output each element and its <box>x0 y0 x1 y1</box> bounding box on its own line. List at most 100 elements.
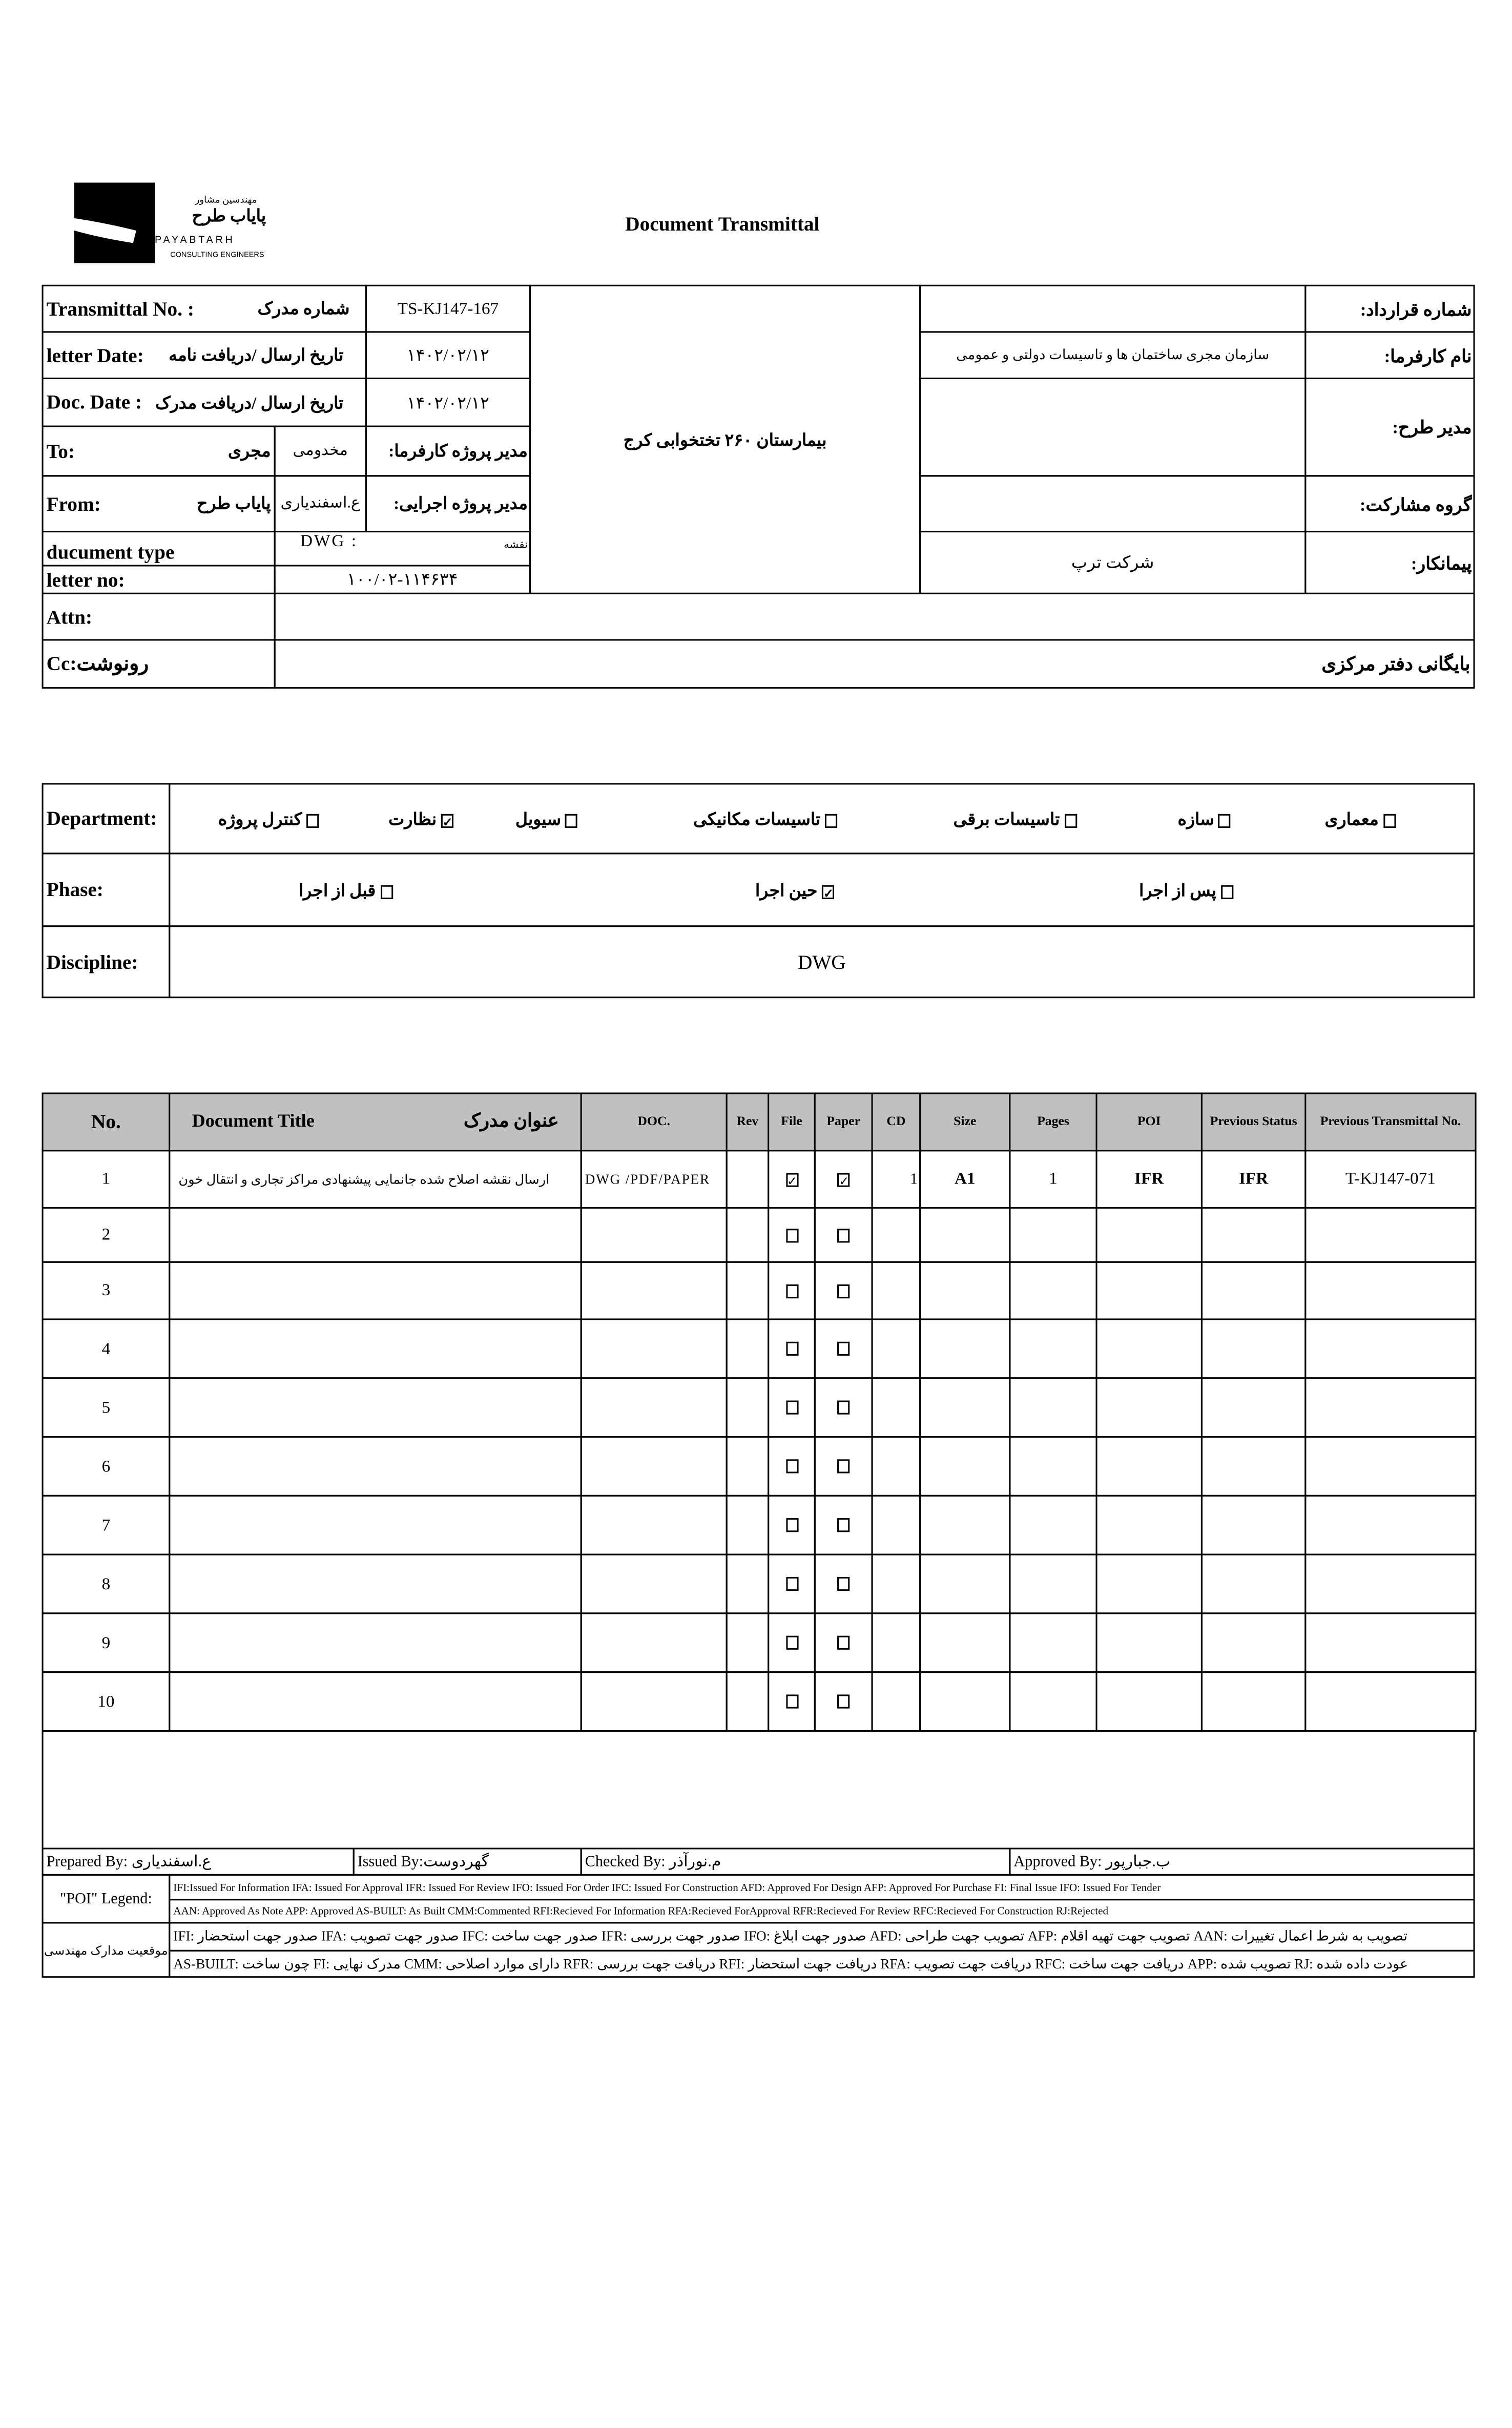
letter-no-label: letter no: <box>46 567 125 591</box>
column-header-pages: Pages <box>1009 1092 1097 1152</box>
department-option[interactable]: معماری <box>1325 810 1405 829</box>
cell-no: 9 <box>42 1612 171 1673</box>
phase-option[interactable]: حین اجرا ✓ <box>755 881 835 901</box>
department-option[interactable]: تاسیسات مکانیکی <box>693 810 846 829</box>
phase-label: Phase: <box>46 877 103 901</box>
cell-rev <box>726 1207 770 1263</box>
cell-size <box>919 1207 1011 1263</box>
contract-no-label: شماره قرارداد: <box>1304 284 1475 333</box>
to-cell: To: مجری <box>42 425 276 477</box>
cell-title <box>169 1671 582 1732</box>
cell-size <box>919 1377 1011 1438</box>
department-option[interactable]: کنترل پروژه <box>218 810 328 829</box>
cell-doc <box>580 1612 728 1673</box>
paper-checkbox-icon[interactable] <box>837 1228 850 1242</box>
cell-prev-status <box>1200 1207 1307 1263</box>
cell-rev <box>726 1318 770 1379</box>
paper-checkbox-icon[interactable] <box>837 1635 850 1650</box>
from-role-label: مدیر پروژه اجرایی: <box>365 475 531 533</box>
cell-poi <box>1095 1261 1203 1320</box>
cell-cd <box>871 1671 921 1732</box>
doc-date: ۱۴۰۲/۰۲/۱۲ <box>365 378 531 427</box>
paper-checkbox-icon[interactable] <box>837 1518 850 1532</box>
to-name: مخدومی <box>274 425 367 477</box>
checkbox-icon[interactable] <box>1064 814 1076 828</box>
file-checkbox-icon[interactable] <box>785 1518 798 1532</box>
cell-no: 8 <box>42 1553 171 1614</box>
company-logo: مهندسین مشاور پایاب طرح PAYABTARH CONSUL… <box>74 182 276 267</box>
department-option-label: معماری <box>1324 811 1379 829</box>
paper-checkbox-icon[interactable] <box>837 1459 850 1474</box>
attn-label-cell: Attn: <box>42 592 276 641</box>
cell-no: 10 <box>42 1671 171 1732</box>
checkbox-icon[interactable] <box>306 814 319 828</box>
column-header-size: Size <box>919 1092 1011 1152</box>
file-checkbox-icon[interactable] <box>785 1694 798 1709</box>
cell-pages <box>1009 1495 1097 1555</box>
paper-checkbox-icon[interactable] <box>837 1283 850 1298</box>
checkbox-icon[interactable]: ✓ <box>821 885 835 901</box>
cell-no: 7 <box>42 1495 171 1555</box>
department-option-label: نظارت <box>388 811 437 829</box>
file-checkbox-icon[interactable] <box>785 1400 798 1415</box>
column-header-title-en: Document Title <box>192 1110 315 1132</box>
department-option[interactable]: تاسیسات برقی <box>954 810 1086 829</box>
cell-doc <box>580 1377 728 1438</box>
cell-prev-status <box>1200 1436 1307 1497</box>
transmittal-label-cell: Transmittal No. : شماره مدرک <box>42 284 367 333</box>
phase-option[interactable]: قبل از اجرا <box>299 881 392 901</box>
cell-paper <box>814 1612 873 1673</box>
checkbox-icon[interactable] <box>1220 885 1233 899</box>
department-option[interactable]: نظارت ✓ <box>388 810 463 829</box>
prepared-by: Prepared By: ع.اسفندیاری <box>42 1848 355 1876</box>
file-checkbox-icon[interactable] <box>785 1228 798 1242</box>
cell-no: 2 <box>42 1207 171 1263</box>
cell-cd <box>871 1377 921 1438</box>
paper-checkbox-icon[interactable]: ✓ <box>837 1172 850 1188</box>
file-checkbox-icon[interactable] <box>785 1283 798 1298</box>
paper-checkbox-icon[interactable] <box>837 1400 850 1415</box>
file-checkbox-icon[interactable] <box>785 1576 798 1591</box>
department-option[interactable]: سیویل <box>515 810 587 829</box>
letter-date-label: letter Date: <box>46 343 144 366</box>
letter-date-label-cell: letter Date: تاریخ ارسال /دریافت نامه <box>42 331 367 380</box>
phase-option-label: قبل از اجرا <box>298 882 376 901</box>
paper-checkbox-icon[interactable] <box>837 1694 850 1709</box>
cell-pages <box>1009 1436 1097 1497</box>
cell-paper <box>814 1436 873 1497</box>
column-header-no: No. <box>42 1092 171 1152</box>
column-header-doc: DOC. <box>580 1092 728 1152</box>
paper-checkbox-icon[interactable] <box>837 1576 850 1591</box>
cell-rev <box>726 1553 770 1614</box>
transmittal-label: Transmittal No. : <box>46 296 194 320</box>
column-header-title: Document Title عنوان مدرک <box>169 1092 582 1152</box>
employer-label: نام کارفرما: <box>1304 331 1475 380</box>
paper-checkbox-icon[interactable] <box>837 1341 850 1356</box>
cell-title: ارسال نقشه اصلاح شده جانمایی پیشنهادی مر… <box>169 1150 582 1209</box>
cell-prev-transmittal <box>1304 1671 1477 1732</box>
checkbox-icon[interactable] <box>1218 814 1231 828</box>
project-name: بیمارستان ۲۶۰ تختخوابی کرج <box>529 284 921 594</box>
partner-group <box>919 475 1307 533</box>
file-checkbox-icon[interactable] <box>785 1459 798 1474</box>
file-checkbox-icon[interactable] <box>785 1341 798 1356</box>
checkbox-icon[interactable] <box>824 814 837 828</box>
cell-doc <box>580 1671 728 1732</box>
file-checkbox-icon[interactable]: ✓ <box>785 1172 798 1188</box>
checkbox-icon[interactable]: ✓ <box>441 814 453 829</box>
cell-paper <box>814 1671 873 1732</box>
cell-cd <box>871 1436 921 1497</box>
phase-option[interactable]: پس از اجرا <box>1139 881 1233 901</box>
file-checkbox-icon[interactable] <box>785 1635 798 1650</box>
phase-option-label: پس از اجرا <box>1139 882 1216 901</box>
logo-text-fa-small: مهندسین مشاور <box>195 196 257 206</box>
checkbox-icon[interactable] <box>380 885 392 899</box>
cell-file <box>768 1612 816 1673</box>
transmittal-label-fa: شماره مدرک <box>257 300 350 319</box>
cell-file <box>768 1318 816 1379</box>
department-option[interactable]: سازه <box>1178 810 1240 829</box>
letter-no: ۱۰۰/۰۲-۱۱۴۶۳۴ <box>274 565 531 594</box>
checkbox-icon[interactable] <box>565 814 578 828</box>
column-header-prev-status: Previous Status <box>1200 1092 1307 1152</box>
checkbox-icon[interactable] <box>1383 814 1396 828</box>
